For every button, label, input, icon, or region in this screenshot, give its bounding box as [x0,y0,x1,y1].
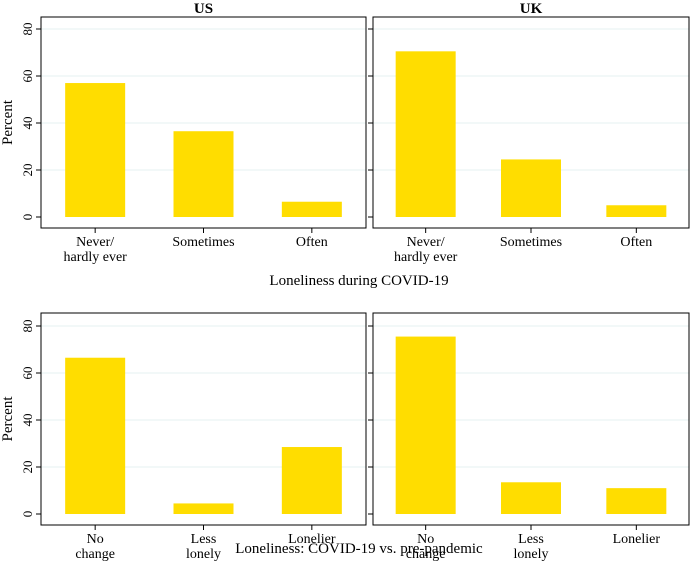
panel-title: US [194,1,213,17]
category-label: Lonelier [613,532,661,547]
bar-top-left-0 [65,83,126,217]
category-label: change [75,547,115,562]
panel-top-right: Never/hardly ever Sometimes Often UK [368,1,690,265]
category-label: Less [518,532,544,547]
category-label: Never/ [76,235,114,250]
bar-bottom-left-2 [281,447,342,514]
bar-top-right-0 [395,51,456,218]
bar-bottom-left-0 [65,357,126,514]
y-axis-title: Percent [0,396,16,442]
y-axis-title: Percent [0,99,16,145]
y-tick-label: 20 [20,461,35,474]
category-label: hardly ever [394,250,458,265]
bottom-row-xlabel: Loneliness: COVID-19 vs. pre-pandemic [235,541,483,557]
category-label: Sometimes [500,235,562,250]
category-label: lonely [514,547,549,562]
panel-top-left: Never/hardly ever Sometimes Often 0 20 40 60 80… [0,1,367,265]
y-tick-label: 0 [20,511,35,518]
bar-bottom-right-0 [395,336,456,514]
category-label: Never/ [407,235,445,250]
category-label: No [417,532,434,547]
y-tick-label: 40 [20,117,35,130]
bar-top-left-2 [281,201,342,217]
y-tick-label: 20 [20,164,35,177]
category-label: hardly ever [63,250,127,265]
bar-top-left-1 [173,131,234,217]
category-label: No [87,532,104,547]
category-label: lonely [186,547,221,562]
bar-top-right-1 [501,159,561,217]
category-label: Sometimes [172,235,234,250]
y-tick-label: 80 [20,320,35,333]
category-label: Less [191,532,217,547]
category-label: Often [620,235,652,250]
bar-bottom-right-2 [606,488,667,514]
category-label: change [406,547,446,562]
y-tick-label: 60 [20,367,35,380]
category-label: Often [296,235,328,250]
y-tick-label: 0 [20,214,35,221]
bar-top-right-2 [606,205,667,217]
bar-bottom-right-1 [501,482,561,514]
panel-title: UK [520,1,543,17]
y-tick-label: 40 [20,414,35,427]
bar-bottom-left-1 [173,503,234,514]
category-label: Lonelier [288,532,336,547]
top-row-xlabel: Loneliness during COVID-19 [269,273,448,289]
y-tick-label: 80 [20,23,35,36]
y-tick-label: 60 [20,70,35,83]
